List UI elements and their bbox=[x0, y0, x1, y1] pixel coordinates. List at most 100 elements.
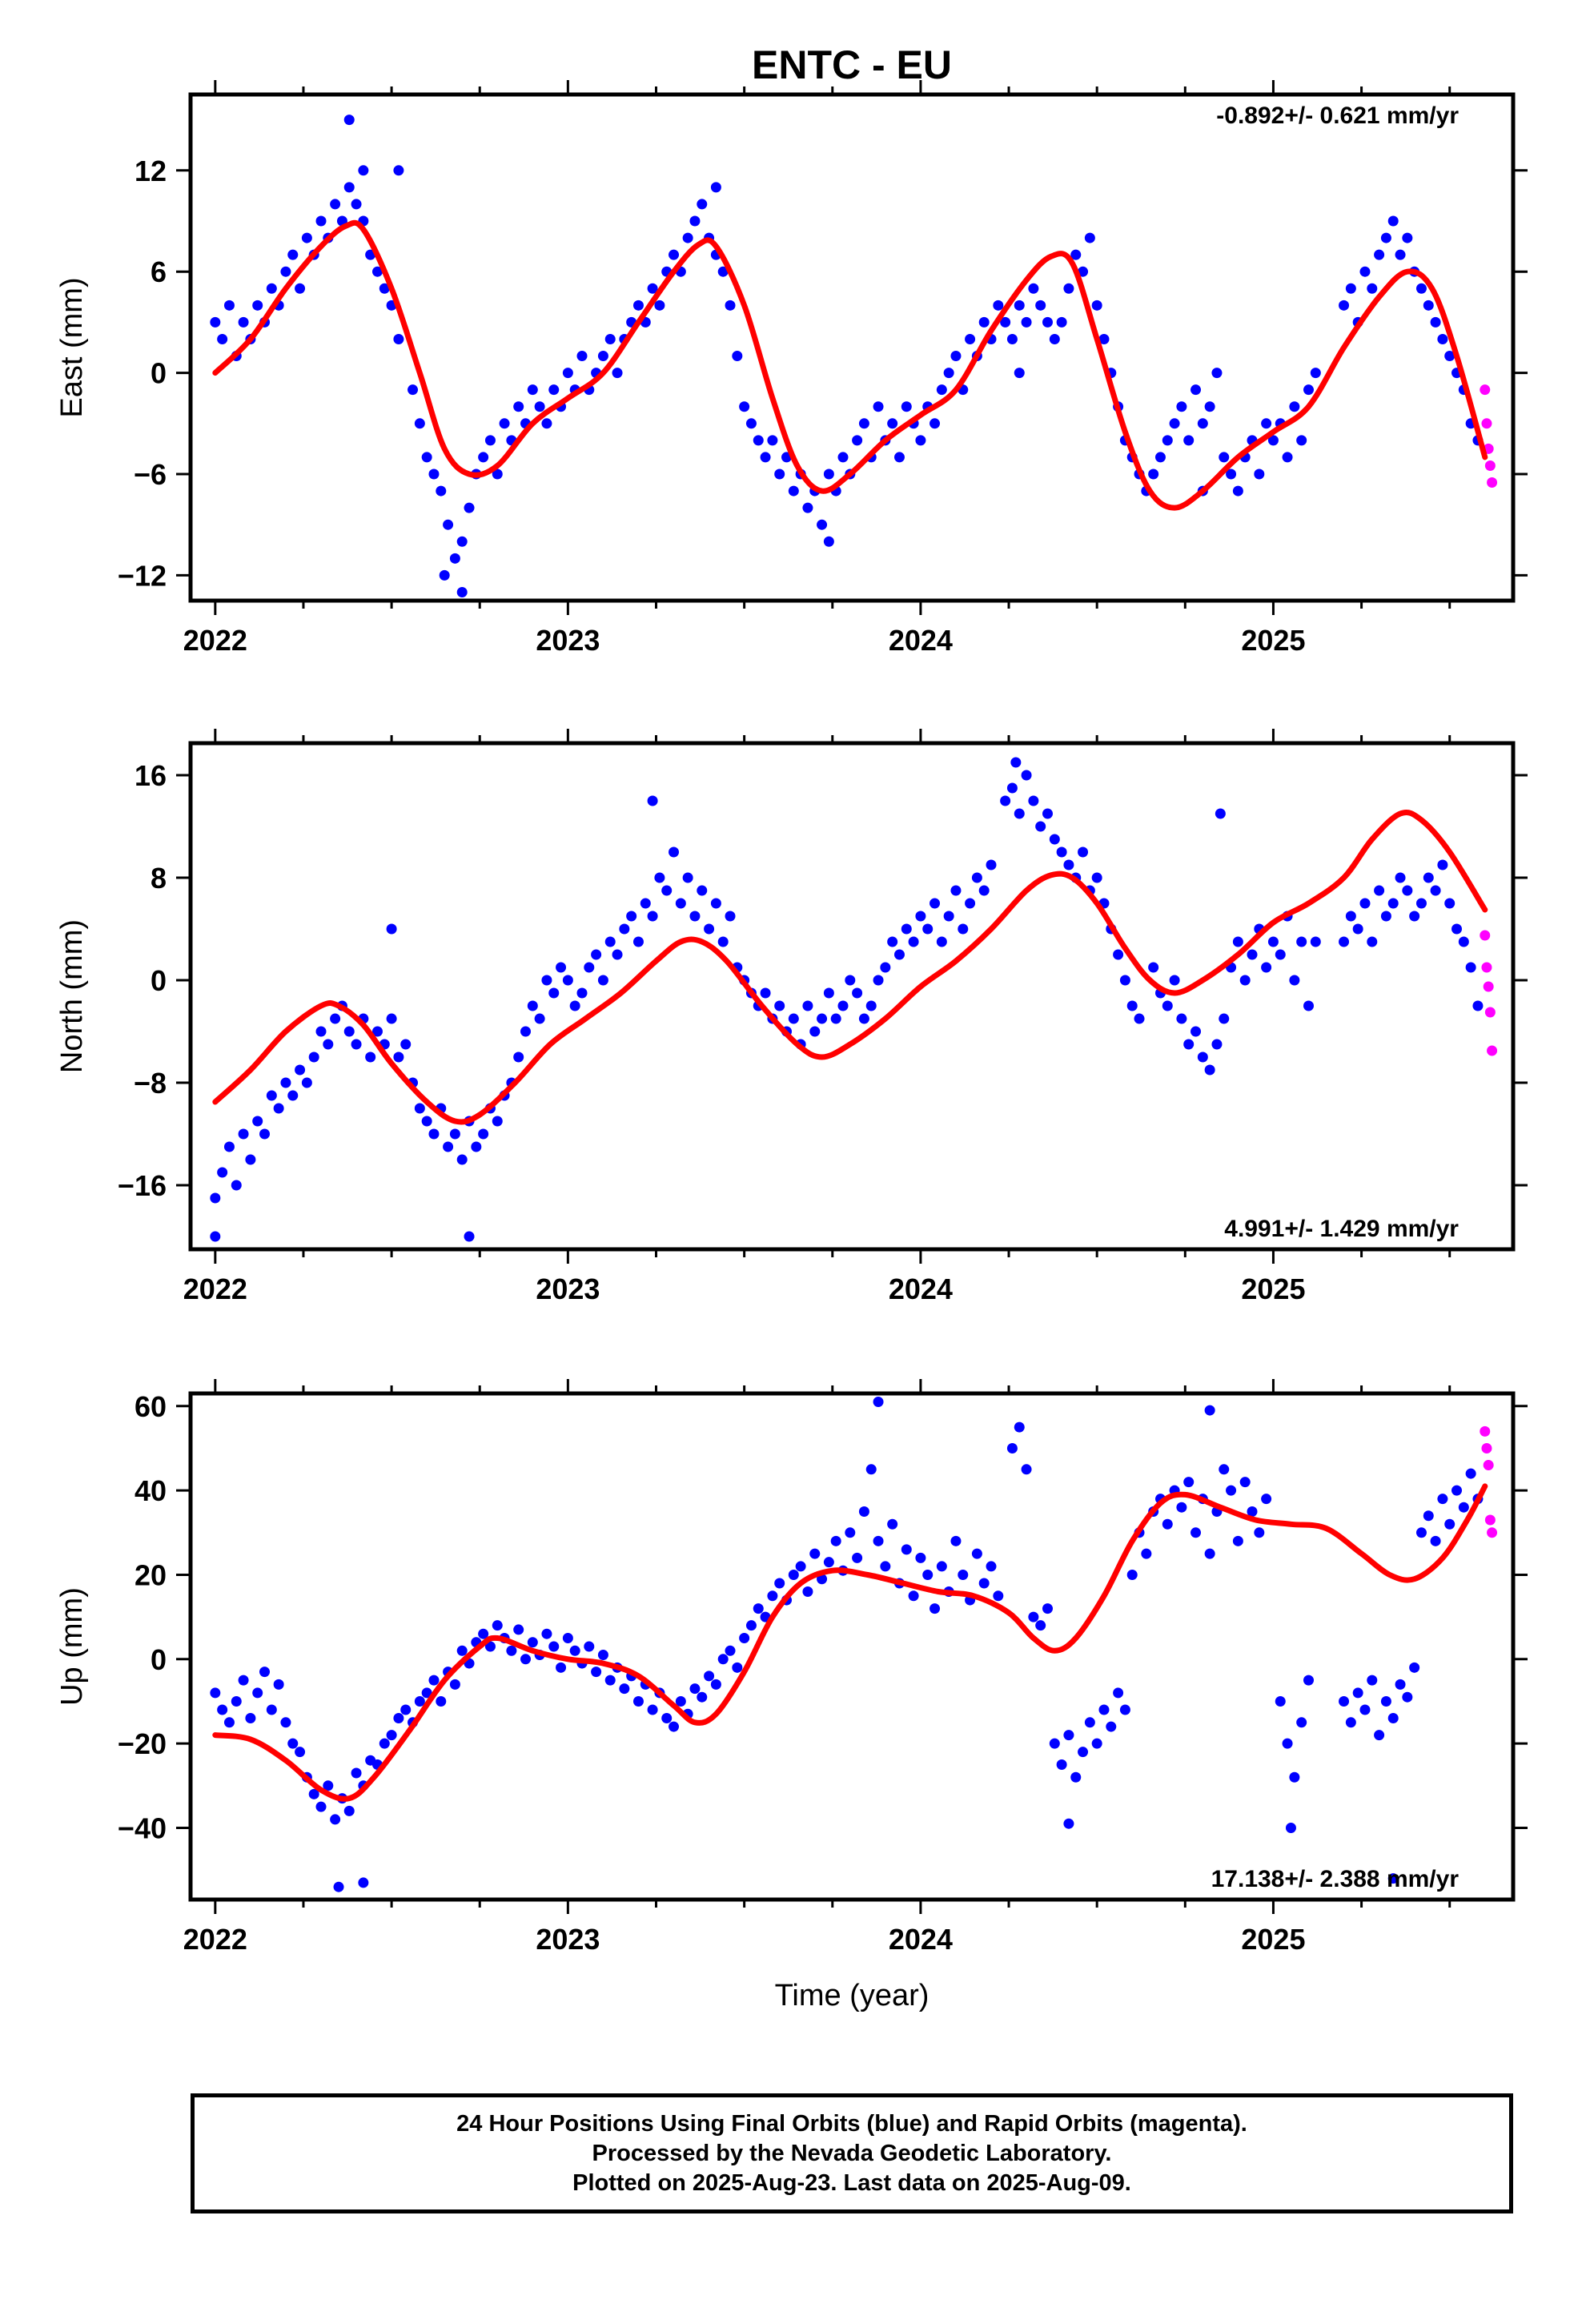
up-final-point bbox=[823, 1557, 834, 1568]
up-y-tick-label: −20 bbox=[118, 1727, 167, 1760]
up-final-point bbox=[880, 1561, 891, 1572]
east-final-point bbox=[682, 232, 693, 243]
east-final-point bbox=[287, 249, 299, 260]
east-final-point bbox=[1191, 384, 1202, 396]
east-y-tick-label: −6 bbox=[134, 458, 167, 491]
east-final-point bbox=[1006, 333, 1018, 344]
east-final-point bbox=[852, 435, 863, 446]
north-final-point bbox=[1303, 1000, 1314, 1011]
north-final-point bbox=[231, 1180, 242, 1191]
north-final-point bbox=[1430, 885, 1441, 896]
north-final-point bbox=[443, 1141, 454, 1152]
up-panel: 2022 2023 2024 2025 −40 −20 0 20 40 60 Up (mm) 17.1… bbox=[55, 1379, 1528, 1956]
up-final-point bbox=[245, 1713, 256, 1724]
east-final-point bbox=[950, 351, 962, 362]
up-final-point bbox=[315, 1801, 327, 1812]
north-final-point bbox=[520, 1026, 532, 1037]
north-final-point bbox=[1352, 923, 1363, 935]
north-final-point bbox=[1049, 834, 1060, 845]
north-final-point bbox=[1204, 1064, 1215, 1076]
north-final-point bbox=[612, 949, 623, 960]
up-final-point bbox=[520, 1654, 532, 1665]
north-final-point bbox=[1162, 1000, 1173, 1011]
east-final-point bbox=[753, 435, 764, 446]
east-final-point bbox=[717, 266, 729, 277]
east-final-point bbox=[449, 553, 460, 564]
up-final-point bbox=[661, 1713, 673, 1724]
east-final-point bbox=[887, 418, 898, 429]
up-final-point bbox=[774, 1578, 785, 1589]
east-final-point bbox=[1021, 316, 1032, 328]
north-final-point bbox=[386, 923, 397, 935]
east-final-point bbox=[597, 351, 608, 362]
north-final-point bbox=[1169, 975, 1180, 986]
east-final-point bbox=[436, 485, 447, 497]
east-x-tick-label: 2024 bbox=[889, 624, 953, 657]
east-final-point bbox=[1430, 316, 1441, 328]
up-final-point bbox=[1119, 1704, 1130, 1715]
up-final-point bbox=[647, 1704, 658, 1715]
east-final-point bbox=[456, 586, 468, 597]
north-final-point bbox=[1409, 911, 1420, 922]
up-final-point bbox=[287, 1738, 299, 1749]
up-final-point bbox=[1367, 1675, 1378, 1686]
up-final-point bbox=[1056, 1759, 1067, 1770]
north-final-point bbox=[527, 1000, 538, 1011]
east-final-point bbox=[1219, 452, 1230, 463]
north-final-point bbox=[1367, 936, 1378, 947]
up-final-point bbox=[562, 1632, 573, 1643]
east-final-point bbox=[1395, 249, 1406, 260]
north-final-point bbox=[809, 1026, 821, 1037]
north-final-point bbox=[556, 962, 567, 973]
north-final-point bbox=[393, 1051, 404, 1063]
up-final-point bbox=[1042, 1603, 1053, 1614]
north-final-point bbox=[1452, 923, 1463, 935]
north-final-point bbox=[1215, 808, 1226, 819]
east-rate-label: -0.892+/- 0.621 mm/yr bbox=[1216, 103, 1459, 129]
north-final-point bbox=[647, 795, 658, 806]
up-final-point bbox=[745, 1620, 757, 1631]
north-y-tick-label: −8 bbox=[134, 1067, 167, 1100]
up-final-point bbox=[541, 1628, 552, 1639]
up-final-point bbox=[506, 1645, 517, 1656]
north-final-point bbox=[632, 936, 644, 947]
east-final-point bbox=[1289, 401, 1300, 412]
up-final-point bbox=[333, 1881, 344, 1892]
east-y-tick-label: 12 bbox=[135, 155, 167, 187]
north-final-point bbox=[710, 898, 721, 909]
up-final-point bbox=[1098, 1704, 1110, 1715]
east-final-point bbox=[647, 283, 658, 294]
north-final-point bbox=[837, 1000, 849, 1011]
north-final-point bbox=[661, 885, 673, 896]
north-final-point bbox=[569, 1000, 580, 1011]
east-final-point bbox=[802, 502, 813, 513]
north-final-point bbox=[492, 1116, 503, 1127]
up-final-point bbox=[1374, 1730, 1385, 1741]
east-final-point bbox=[217, 333, 228, 344]
east-final-point bbox=[1162, 435, 1173, 446]
up-rapid-point bbox=[1484, 1514, 1496, 1526]
footer-line-1: 24 Hour Positions Using Final Orbits (bl… bbox=[456, 2110, 1247, 2137]
east-final-point bbox=[223, 300, 235, 311]
north-x-tick-label: 2023 bbox=[536, 1273, 600, 1305]
east-final-point bbox=[1084, 232, 1095, 243]
up-final-point bbox=[259, 1667, 271, 1678]
up-final-point bbox=[1296, 1717, 1307, 1728]
north-final-point bbox=[1183, 1039, 1195, 1050]
east-panel: 2022 2023 2024 2025 −12 −6 0 6 12 East (mm) -0.892… bbox=[55, 80, 1528, 657]
north-final-point bbox=[986, 859, 997, 870]
north-final-point bbox=[1458, 936, 1469, 947]
footer-line-3: Plotted on 2025-Aug-23. Last data on 202… bbox=[572, 2169, 1131, 2196]
north-final-point bbox=[584, 962, 595, 973]
north-final-point bbox=[1239, 975, 1251, 986]
north-final-point bbox=[1056, 846, 1067, 858]
up-y-tick-label: −40 bbox=[118, 1811, 167, 1844]
north-final-point bbox=[1267, 936, 1279, 947]
up-final-point bbox=[1078, 1747, 1089, 1758]
north-final-point bbox=[893, 949, 905, 960]
east-final-point bbox=[534, 401, 545, 412]
up-final-point bbox=[993, 1590, 1004, 1602]
up-final-point bbox=[1204, 1548, 1215, 1559]
east-final-point bbox=[1169, 418, 1180, 429]
up-final-point bbox=[252, 1687, 263, 1699]
